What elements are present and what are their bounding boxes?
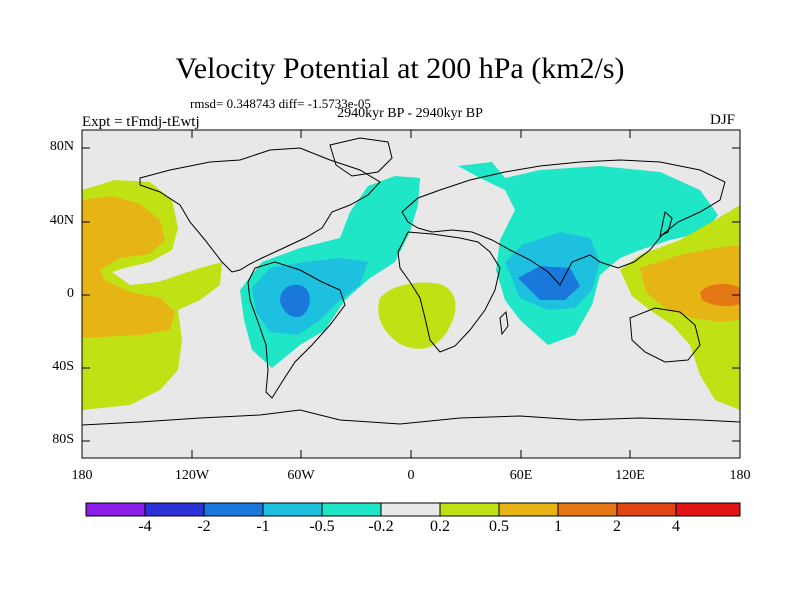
lat-label-80s: 80S [52,432,74,447]
velocity-potential-field [82,162,740,410]
coast-north-america [139,147,381,273]
lon-label-0: 0 [407,468,415,483]
colorbar-label-9: 2 [613,518,621,535]
colorbar-bin-6 [380,502,441,517]
pos-strong-pacific-east [700,283,740,307]
neg-strong-southamerica [280,284,310,318]
experiment-label: Expt = tFmdj-tEwtj [82,114,200,130]
period-label: 2940kyr BP - 2940kyr BP [337,106,483,121]
coast-eurasia [401,159,726,286]
colorbar [85,502,741,517]
lat-label-80n: 80N [49,139,74,154]
colorbar-bin-7 [439,502,500,517]
colorbar-bin-9 [557,502,618,517]
colorbar-label-3: -1 [256,518,270,535]
colorbar-bin-3 [203,502,264,517]
axis-ticks [82,130,740,458]
lon-label-180e: 180 [729,468,751,483]
lon-label-120e: 120E [615,468,645,483]
lat-label-40s: 40S [52,359,74,374]
lon-label-120w: 120W [174,468,210,483]
colorbar-label-6: 0.2 [430,518,450,535]
colorbar-bin-2 [144,502,205,517]
colorbar-label-7: 0.5 [489,518,509,535]
colorbar-bin-5 [321,502,382,517]
colorbar-bin-11 [675,502,741,517]
colorbar-label-4: -0.5 [309,518,335,535]
coast-south-america [247,261,346,399]
coast-africa [397,231,501,353]
rmsd-label: rmsd= 0.348743 diff= -1.5733e-05 [190,96,371,111]
colorbar-bin-4 [262,502,323,517]
pos-light-south-atlantic [378,282,456,349]
colorbar-label-5: -0.2 [368,518,394,535]
lat-label-40n: 40N [49,213,74,228]
neg-strong-indian [518,266,580,300]
coast-australia [629,307,701,363]
coast-greenland [329,137,393,177]
chart-title: Velocity Potential at 200 hPa (km2/s) [175,52,625,85]
coastlines [81,137,741,426]
colorbar-label-2: -2 [197,518,211,535]
coast-antarctica [81,409,741,426]
season-label: DJF [710,112,736,128]
colorbar-label-8: 1 [554,518,562,535]
colorbar-label-10: 4 [672,518,680,535]
colorbar-bin-10 [616,502,677,517]
coast-madagascar [499,310,509,336]
colorbar-label-1: -4 [138,518,152,535]
lat-label-0: 0 [67,286,74,301]
colorbar-bin-1 [85,502,146,517]
coast-japan [659,211,673,237]
neg-mid-southamerica [252,258,368,335]
lon-label-60w: 60W [287,468,315,483]
colorbar-bin-8 [498,502,559,517]
lon-label-60e: 60E [509,468,533,483]
pos-mid-pacific-west [82,196,175,338]
lon-label-180w: 180 [71,468,93,483]
